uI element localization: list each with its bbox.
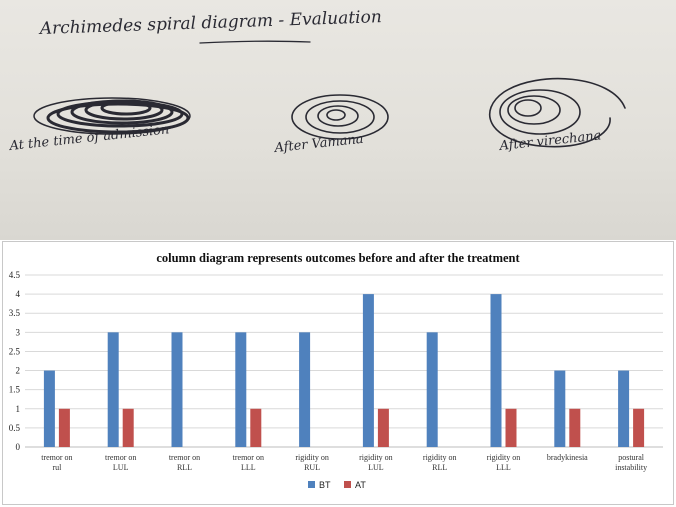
x-tick-label: LUL	[368, 463, 384, 472]
y-tick-label: 4	[16, 289, 21, 299]
bar-at	[505, 408, 517, 447]
legend-label-bt: BT	[319, 480, 331, 490]
x-tick-label: LUL	[113, 463, 129, 472]
x-tick-label: rigidity on	[295, 453, 329, 462]
y-tick-label: 2	[16, 366, 21, 376]
x-tick-label: rigidity on	[423, 453, 457, 462]
y-tick-label: 0	[16, 442, 21, 452]
y-tick-label: 2.5	[9, 346, 21, 356]
legend-swatch-bt	[308, 481, 315, 488]
legend-swatch-at	[344, 481, 351, 488]
x-tick-label: bradykinesia	[547, 453, 588, 462]
y-tick-label: 3.5	[9, 308, 21, 318]
y-tick-label: 3	[16, 327, 21, 337]
y-tick-label: 4.5	[9, 270, 21, 280]
chart-title: column diagram represents outcomes befor…	[156, 251, 520, 265]
bar-bt	[43, 370, 55, 447]
bars	[43, 294, 645, 447]
caption-after-virechana: After virechana	[498, 128, 602, 154]
y-tick-label: 1	[16, 404, 21, 414]
bar-bt	[618, 370, 630, 447]
x-tick-label: instability	[615, 463, 647, 472]
x-tick-label: tremor on	[105, 453, 136, 462]
bar-at	[633, 408, 645, 447]
bar-bt	[235, 332, 247, 447]
x-tick-label: postural	[618, 453, 645, 462]
bar-bt	[490, 294, 502, 447]
y-axis-ticks: 0 0.5 1 1.5 2 2.5 3 3.5 4 4.5	[9, 270, 21, 452]
x-tick-label: LLL	[496, 463, 511, 472]
spiral-after-vamana	[291, 94, 389, 140]
bar-bt	[299, 332, 311, 447]
x-tick-label: LLL	[241, 463, 256, 472]
x-tick-label: tremor on	[169, 453, 200, 462]
x-tick-label: tremor on	[41, 453, 72, 462]
legend-label-at: AT	[355, 480, 366, 490]
handwritten-photo: Archimedes spiral diagram - Evaluation	[0, 0, 676, 240]
x-tick-label: rul	[52, 463, 62, 472]
gridlines	[25, 274, 663, 448]
bar-bt	[362, 294, 374, 447]
chart-panel: column diagram represents outcomes befor…	[2, 241, 674, 505]
bar-at	[250, 408, 262, 447]
spiral-admission	[33, 97, 191, 135]
photo-heading: Archimedes spiral diagram - Evaluation	[37, 7, 382, 39]
column-chart: column diagram represents outcomes befor…	[9, 251, 663, 490]
caption-after-vamana: After Vamana	[273, 132, 364, 156]
x-tick-label: rigidity on	[359, 453, 393, 462]
legend: BT AT	[308, 480, 366, 490]
bar-at	[122, 408, 134, 447]
bar-at	[569, 408, 581, 447]
x-tick-label: tremor on	[233, 453, 264, 462]
x-tick-label: RLL	[177, 463, 192, 472]
y-tick-label: 1.5	[9, 385, 21, 395]
caption-admission: At the time of admission	[8, 122, 170, 154]
handwritten-sketch: Archimedes spiral diagram - Evaluation	[8, 7, 626, 156]
bar-at	[377, 408, 389, 447]
spiral-after-virechana	[488, 77, 626, 148]
bar-bt	[107, 332, 119, 447]
x-tick-label: RUL	[304, 463, 320, 472]
x-tick-label: rigidity on	[487, 453, 521, 462]
bar-bt	[171, 332, 183, 447]
bar-bt	[554, 370, 566, 447]
bar-bt	[426, 332, 438, 447]
bar-at	[58, 408, 70, 447]
y-tick-label: 0.5	[9, 423, 21, 433]
x-tick-label: RLL	[432, 463, 447, 472]
